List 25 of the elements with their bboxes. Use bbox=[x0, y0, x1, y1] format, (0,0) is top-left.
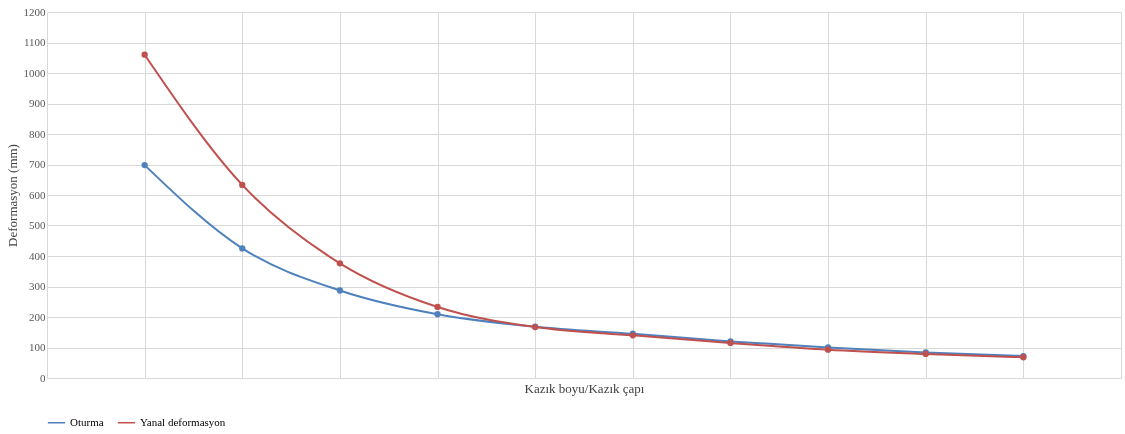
y-tick-label: 200 bbox=[29, 310, 46, 323]
y-tick-label: 300 bbox=[29, 280, 46, 292]
y-tick-label: 1200 bbox=[23, 5, 46, 18]
y-tick-label: 0 bbox=[40, 371, 46, 384]
y-tick-label: 600 bbox=[29, 188, 46, 201]
legend-label: Oturma bbox=[70, 415, 104, 428]
point bbox=[434, 311, 441, 318]
point bbox=[141, 161, 148, 169]
y-tick-label: 100 bbox=[29, 341, 46, 353]
x-axis-title: Kazık boyu/Kazık çapı bbox=[524, 380, 645, 396]
point bbox=[141, 51, 148, 58]
legend-label: Yanal deformasyon bbox=[140, 415, 226, 428]
y-tick-label: 900 bbox=[29, 97, 46, 109]
y-axis-title: Deformasyon (mm) bbox=[4, 144, 20, 247]
point bbox=[239, 181, 246, 189]
point bbox=[239, 245, 246, 252]
y-tick-label: 700 bbox=[29, 158, 46, 170]
point bbox=[336, 287, 344, 294]
y-tick-label: 500 bbox=[29, 219, 46, 231]
y-tick-label: 1100 bbox=[23, 36, 46, 48]
y-tick-label: 400 bbox=[29, 249, 46, 262]
y-tick-label: 1000 bbox=[23, 66, 46, 79]
y-tick-label: 800 bbox=[29, 127, 46, 140]
point bbox=[336, 260, 344, 267]
point bbox=[434, 303, 441, 311]
